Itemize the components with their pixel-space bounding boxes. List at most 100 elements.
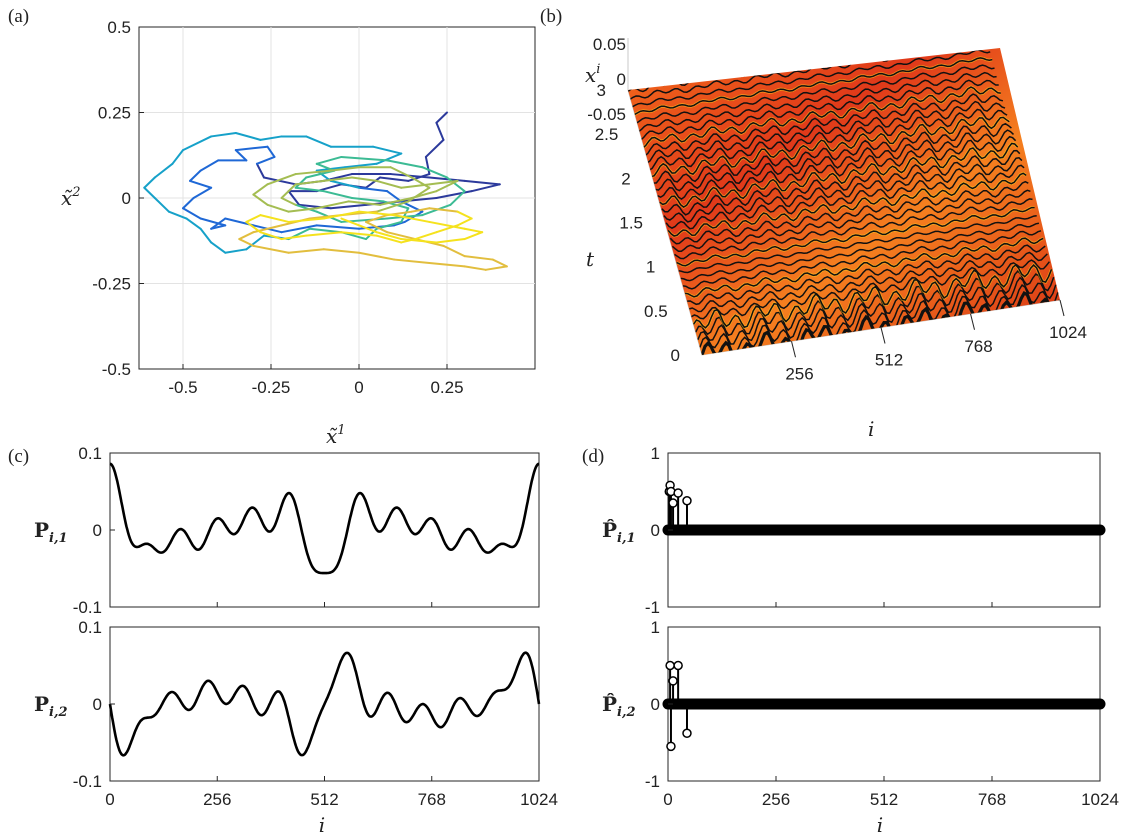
panel-a-trajectory-segment xyxy=(266,203,290,213)
panel-c-xtick-label: 768 xyxy=(418,790,446,809)
panel-a-trajectory-segment xyxy=(262,176,297,186)
panel-a-trajectory-segment xyxy=(329,179,360,189)
panel-a-trajectory-segment xyxy=(322,176,353,182)
panel-d-stem-marker xyxy=(666,741,676,752)
panel-a-trajectory-segment xyxy=(294,176,308,189)
panel-a-xlabel: x̃1 xyxy=(326,423,346,448)
panel-a-trajectory-segment xyxy=(167,210,188,220)
panel-a-trajectory-segment xyxy=(245,214,262,223)
panel-a-trajectory-segment xyxy=(410,207,431,213)
panel-b-time-slice xyxy=(661,149,1021,216)
panel-b-ytick-label: 0.5 xyxy=(644,302,668,321)
panel-d-ytick-label: 1 xyxy=(651,444,660,463)
panel-b-ytick-label: 2.5 xyxy=(595,125,619,144)
panel-a-trajectory-segment xyxy=(340,217,360,227)
panel-b-time-slice xyxy=(648,108,1008,171)
panel-a-trajectory-segment xyxy=(143,176,156,189)
panel-b-time-slice xyxy=(653,122,1012,184)
panel-d-stem-marker xyxy=(665,660,675,671)
panel-a-trajectory-segment xyxy=(322,210,360,220)
panel-a-xtick-label: -0.5 xyxy=(168,378,197,397)
panel-a-trajectory-segment xyxy=(393,220,406,227)
panel-a-trajectory-segment xyxy=(305,135,332,148)
panel-b-time-slice xyxy=(655,129,1015,192)
panel-a-ticks: -0.5 -0.25 0 0.25 -0.5 -0.25 0 0.25 0.5 xyxy=(92,18,463,397)
panel-c-xtick-label: 0 xyxy=(105,790,114,809)
panel-b-time-slice xyxy=(646,100,1006,164)
panel-a-trajectory-segment xyxy=(305,231,343,237)
panel-a-trajectory-segment xyxy=(375,231,403,241)
panel-a-trajectory-segment xyxy=(446,176,466,193)
panel-b-xtick xyxy=(1059,299,1065,317)
panel-a-trajectory-segment xyxy=(287,217,325,223)
panel-a-trajectory-segment xyxy=(428,176,466,182)
panel-b-xtick xyxy=(970,313,975,330)
panel-a-ytick-label: -0.5 xyxy=(102,360,131,379)
panel-a-trajectory-segment xyxy=(294,179,325,186)
panel-c-ytick-label: -0.1 xyxy=(73,772,102,791)
panel-a-ytick-label: 0.5 xyxy=(107,18,131,37)
panel-a-trajectory-segment xyxy=(491,258,508,268)
panel-a-trajectory-segment xyxy=(199,217,227,227)
panel-c-ytick-label: 0 xyxy=(93,695,102,714)
panel-b-time-slice xyxy=(687,244,1046,306)
panel-a-trajectory-segment xyxy=(329,203,368,210)
panel-c-xtick-label: 512 xyxy=(310,790,338,809)
panel-b-time-slice xyxy=(631,49,991,108)
panel-a-trajectory xyxy=(143,111,508,271)
panel-a-trajectory-segment xyxy=(245,234,265,251)
panel-a-trajectory-segment xyxy=(153,197,170,213)
panel-a-trajectory-segment xyxy=(463,265,487,271)
panel-a-trajectory-segment xyxy=(386,231,417,241)
panel-c-ytick-label: 0 xyxy=(93,521,102,540)
panel-a-trajectory-segment xyxy=(322,190,353,199)
panel-b-xtick xyxy=(880,327,886,344)
panel-a-trajectory-segment xyxy=(435,121,445,141)
panel-a-trajectory-segment xyxy=(315,155,343,165)
panel-d-stem-marker xyxy=(668,676,678,686)
panel-b-time-slice xyxy=(685,237,1044,298)
panel-a-trajectory-segment xyxy=(280,183,297,199)
panel-a-trajectory-segment xyxy=(350,176,378,182)
panel-a-trajectory-segment xyxy=(294,186,325,193)
panel-c-ylabel: Pi,1 xyxy=(34,518,68,546)
panel-a-trajectory-segment xyxy=(252,193,269,206)
panel-b-time-slice xyxy=(657,135,1017,201)
panel-a-trajectory-segment xyxy=(435,179,459,193)
panel-a-trajectory-segment xyxy=(421,166,448,179)
panel-a-trajectory-segment xyxy=(340,155,389,162)
panel-a-trajectory-segment xyxy=(358,186,389,193)
panel-a-trajectory-segment xyxy=(375,200,410,213)
panel-a-trajectory-segment xyxy=(365,176,382,189)
panel-a-trajectory-segment xyxy=(238,238,255,247)
panel-d-xtick-label: 0 xyxy=(663,790,672,809)
panel-a-trajectory-segment xyxy=(386,190,403,203)
panel-label-c: (c) xyxy=(8,446,29,467)
panel-a-trajectory-segment xyxy=(424,138,445,158)
panel-b-time-slice xyxy=(667,172,1027,237)
panel-a-trajectory-segment xyxy=(389,166,413,179)
panel-a-trajectory-segment xyxy=(435,238,466,244)
panel-b-time-slice xyxy=(663,156,1023,223)
panel-b-ylabel: t xyxy=(586,247,595,271)
panel-d-ytick-label: -1 xyxy=(645,598,660,617)
panel-a-trajectory-segment xyxy=(252,183,269,196)
panel-b-time-slice xyxy=(671,189,1031,252)
panel-d-xtick-label: 768 xyxy=(978,790,1006,809)
panel-b-ztick-label: 0.05 xyxy=(593,35,626,54)
panel-a-trajectory-segment xyxy=(400,207,410,223)
panel-a-trajectory-segment xyxy=(428,207,459,213)
panel-a-trajectory-segment xyxy=(287,190,301,206)
panel-a-trajectory-segment xyxy=(182,197,195,210)
panel-a-trajectory-segment xyxy=(234,132,262,141)
panel-a-trajectory-segment xyxy=(315,162,336,172)
panel-a-ylabel: x̃2 xyxy=(61,185,81,210)
panel-b-ticks: 0 0.5 1 1.5 2 2.5 3 256 512 768 1024 0.05 0 -0.05 xyxy=(587,35,1087,383)
panel-b-surface-lines xyxy=(628,48,1060,355)
panel-a-trajectory-segment xyxy=(189,169,202,182)
panel-b-ytick-label: 0 xyxy=(671,346,680,365)
panel-b-time-slice xyxy=(682,230,1042,290)
panel-b-time-slice xyxy=(644,93,1004,157)
